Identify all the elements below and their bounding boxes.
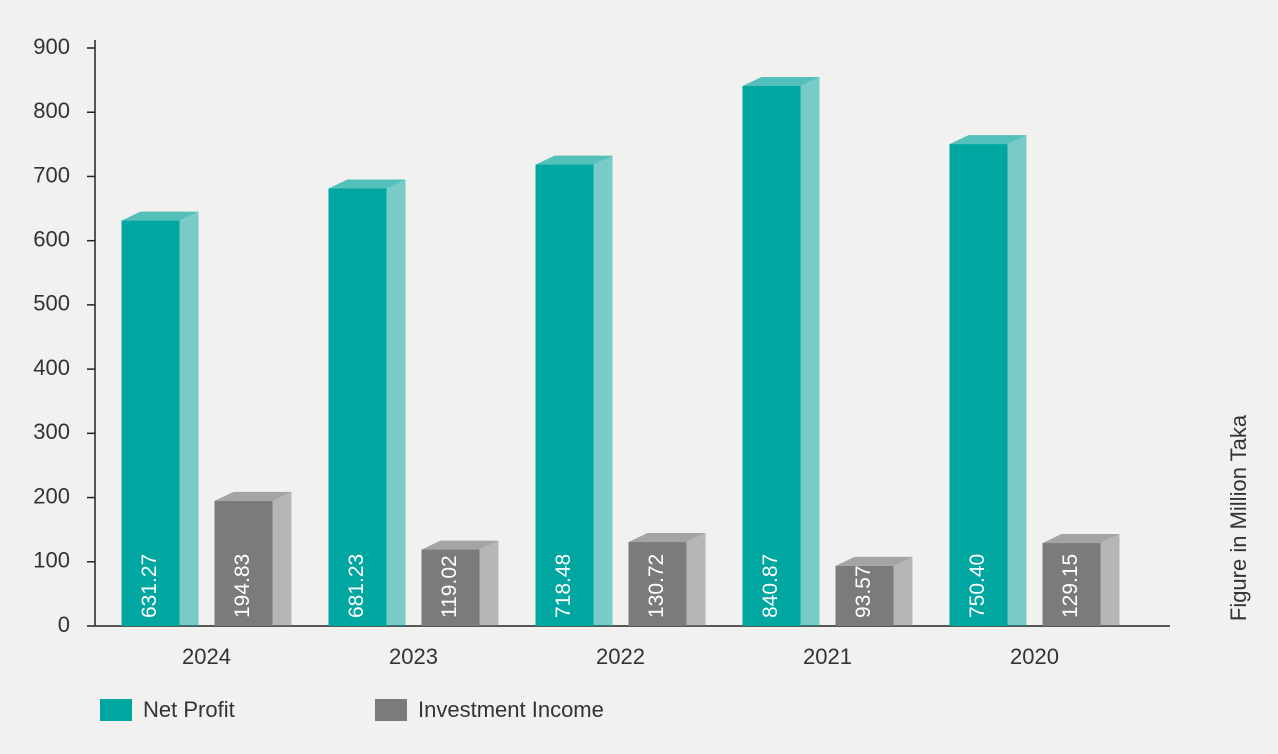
bar-side bbox=[179, 211, 199, 626]
legend-label: Net Profit bbox=[143, 697, 235, 722]
y-tick-label: 300 bbox=[33, 419, 70, 444]
bar-top bbox=[949, 135, 1027, 145]
y-tick-label: 400 bbox=[33, 355, 70, 380]
value-label: 130.72 bbox=[645, 554, 668, 618]
value-label: 119.02 bbox=[438, 555, 461, 618]
y-tick-label: 700 bbox=[33, 162, 70, 187]
x-tick-label: 2022 bbox=[596, 644, 645, 669]
y-tick-label: 900 bbox=[33, 34, 70, 59]
x-tick-label: 2023 bbox=[389, 644, 438, 669]
bar bbox=[214, 500, 273, 626]
value-label: 129.15 bbox=[1059, 554, 1082, 618]
bar-top bbox=[742, 76, 820, 86]
bar-top bbox=[535, 155, 613, 165]
legend-label: Investment Income bbox=[418, 697, 604, 722]
bar bbox=[1042, 543, 1101, 626]
bar-side bbox=[593, 155, 613, 626]
value-label: 631.27 bbox=[138, 554, 161, 618]
y-tick-label: 100 bbox=[33, 548, 70, 573]
bar bbox=[121, 220, 180, 626]
y-axis-label: Figure in Million Taka bbox=[1226, 414, 1251, 621]
legend-swatch bbox=[375, 699, 407, 721]
bar-top bbox=[835, 556, 913, 566]
value-label: 718.48 bbox=[552, 554, 575, 618]
bar-side bbox=[386, 179, 406, 626]
value-label: 194.83 bbox=[231, 554, 254, 618]
y-tick-label: 500 bbox=[33, 291, 70, 316]
bar bbox=[949, 144, 1008, 626]
bar-top bbox=[421, 540, 499, 550]
x-tick-label: 2024 bbox=[182, 644, 231, 669]
y-tick-label: 600 bbox=[33, 226, 70, 251]
bar bbox=[742, 85, 801, 626]
bar bbox=[535, 164, 594, 626]
bar-side bbox=[479, 540, 499, 626]
bar-side bbox=[1100, 534, 1120, 626]
bar bbox=[628, 542, 687, 626]
bar-top bbox=[328, 179, 406, 189]
bar-top bbox=[1042, 534, 1120, 544]
bar-side bbox=[893, 556, 913, 626]
bar-top bbox=[628, 533, 706, 543]
value-label: 93.57 bbox=[852, 565, 875, 618]
bar bbox=[421, 549, 480, 626]
bar-top bbox=[121, 211, 199, 221]
bar bbox=[328, 188, 387, 626]
value-label: 681.23 bbox=[345, 554, 368, 618]
x-tick-label: 2021 bbox=[803, 644, 852, 669]
value-label: 840.87 bbox=[759, 554, 782, 618]
y-tick-label: 200 bbox=[33, 483, 70, 508]
bar-side bbox=[686, 533, 706, 626]
bar bbox=[835, 565, 894, 626]
x-tick-label: 2020 bbox=[1010, 644, 1059, 669]
value-label: 750.40 bbox=[966, 554, 989, 618]
bar-side bbox=[272, 491, 292, 626]
legend-swatch bbox=[100, 699, 132, 721]
bar-top bbox=[214, 491, 292, 501]
bar-side bbox=[800, 76, 820, 626]
y-tick-label: 0 bbox=[58, 612, 70, 637]
bar-side bbox=[1007, 135, 1027, 626]
y-tick-label: 800 bbox=[33, 98, 70, 123]
